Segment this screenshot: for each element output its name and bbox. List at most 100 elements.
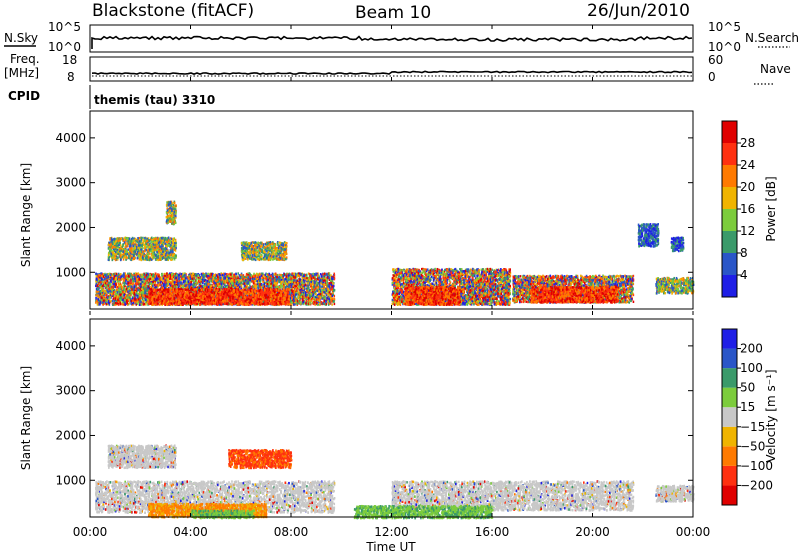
power-pixel	[118, 241, 121, 245]
power-pixel	[253, 241, 255, 245]
power-pixel	[171, 211, 173, 215]
power-pixel	[159, 245, 161, 248]
power-pixel	[114, 292, 117, 295]
power-pixel	[151, 238, 154, 241]
power-pixel	[279, 254, 282, 257]
power-pixel	[126, 236, 128, 240]
power-pixel	[174, 214, 177, 218]
power-pixel	[167, 256, 170, 259]
power-pixel	[131, 297, 134, 300]
power-pixel	[111, 258, 114, 262]
power-pixel	[256, 246, 259, 249]
power-pixel	[257, 246, 260, 249]
power-pixel	[107, 295, 110, 298]
power-pixel	[149, 249, 152, 253]
power-pixel	[130, 240, 132, 243]
power-pixel	[274, 247, 276, 250]
power-pixel	[241, 243, 243, 247]
nsearch-tick-top: 10^5	[708, 20, 741, 34]
power-pixel	[108, 252, 111, 255]
power-pixel	[173, 248, 176, 251]
power-pixel	[137, 250, 140, 253]
power-pixel	[114, 298, 117, 301]
power-pixel	[272, 251, 274, 254]
power-pixel	[122, 248, 125, 251]
power-pixel	[281, 253, 284, 256]
power-pixel	[174, 249, 177, 252]
power-pixel	[271, 253, 274, 256]
power-pixel	[157, 237, 159, 240]
power-pixel	[160, 251, 163, 255]
power-pixel	[282, 242, 284, 245]
power-pixel	[170, 204, 172, 208]
power-pixel	[111, 242, 114, 246]
power-pixel	[140, 240, 142, 243]
power-pixel	[142, 256, 144, 259]
power-pixel	[162, 279, 165, 283]
power-pixel	[248, 244, 251, 248]
power-pixel	[253, 248, 256, 252]
power-pixel	[333, 274, 336, 277]
power-pixel	[145, 239, 148, 242]
power-pixel	[170, 245, 173, 248]
power-pixel	[166, 241, 169, 244]
power-pixel	[261, 249, 263, 252]
power-pixel	[129, 251, 132, 255]
power-pixel	[122, 250, 125, 253]
power-pixel	[130, 245, 132, 248]
nsky-trace	[91, 35, 693, 49]
power-pixel	[267, 258, 270, 262]
power-pixel	[247, 279, 250, 283]
power-pixel	[260, 253, 263, 257]
power-pixel	[167, 218, 170, 222]
power-pixel	[266, 241, 269, 244]
power-pixel	[263, 253, 266, 256]
power-pixel	[257, 257, 259, 261]
power-pixel	[139, 252, 142, 255]
power-pixel	[244, 254, 246, 258]
freq-trace	[91, 70, 693, 75]
power-pixel	[186, 277, 189, 280]
power-pixel	[174, 221, 177, 225]
power-pixel	[117, 246, 119, 249]
power-pixel	[259, 241, 261, 245]
power-pixel	[141, 286, 144, 289]
power-pixel	[264, 242, 267, 246]
power-pixel	[261, 248, 263, 251]
power-pixel	[163, 252, 166, 255]
power-pixel	[146, 239, 149, 242]
power-pixel	[130, 247, 132, 250]
power-pixel	[215, 281, 218, 284]
power-pixel	[127, 248, 130, 251]
power-pixel	[227, 284, 230, 287]
power-pixel	[162, 244, 164, 248]
power-pixel	[251, 258, 253, 261]
power-pixel	[103, 302, 106, 305]
power-pixel	[143, 243, 145, 247]
power-pixel	[162, 239, 164, 243]
power-pixel	[267, 253, 270, 257]
power-pixel	[160, 241, 163, 244]
power-pixel	[124, 242, 127, 245]
power-pixel	[120, 246, 123, 249]
power-pixel	[131, 249, 133, 253]
power-pixel	[285, 248, 288, 252]
beam-title: Beam 10	[355, 3, 431, 23]
power-pixel	[256, 250, 259, 254]
power-pixel	[265, 256, 268, 260]
power-pixel	[165, 255, 168, 259]
power-pixel	[160, 245, 163, 249]
power-pixel	[242, 274, 245, 277]
power-pixel	[161, 237, 163, 240]
power-pixel	[125, 237, 127, 240]
power-pixel	[139, 250, 142, 254]
power-pixel	[283, 243, 286, 247]
power-pixel	[275, 247, 277, 250]
power-pixel	[113, 239, 116, 243]
power-pixel	[157, 252, 159, 256]
power-pixel	[113, 244, 116, 247]
power-pixel	[110, 238, 113, 242]
power-pixel	[121, 256, 123, 259]
power-pixel	[266, 250, 268, 253]
power-pixel	[153, 246, 155, 250]
